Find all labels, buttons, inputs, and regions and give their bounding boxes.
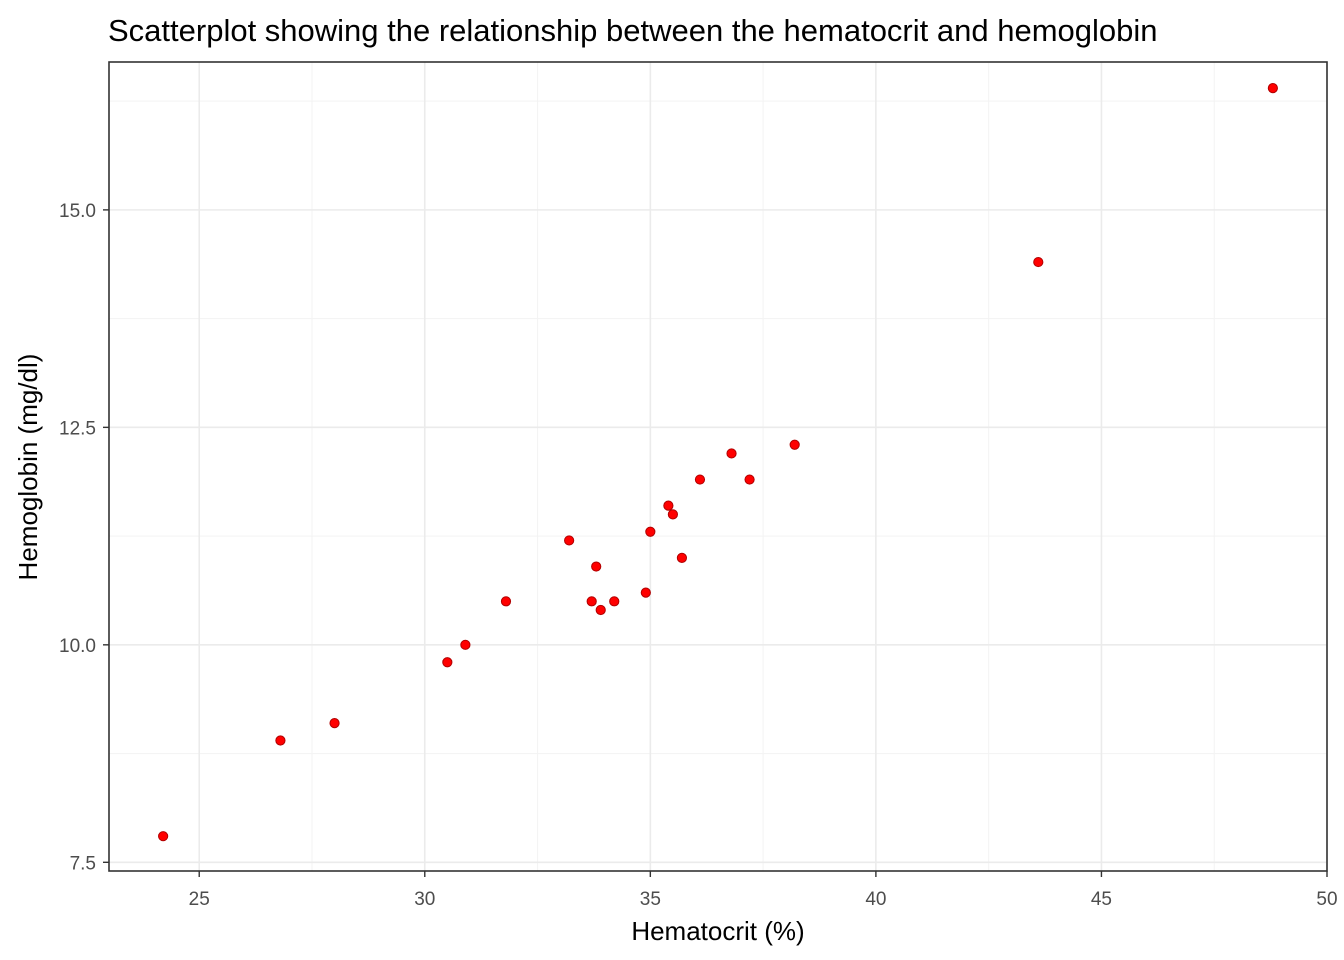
x-tick-label: 35 — [640, 889, 661, 910]
x-axis-label: Hematocrit (%) — [631, 916, 804, 946]
plot-panel-border — [108, 61, 1328, 872]
data-point — [640, 587, 651, 598]
chart-title: Scatterplot showing the relationship bet… — [108, 13, 1158, 48]
data-point — [460, 639, 471, 650]
data-point — [564, 535, 575, 546]
y-axis-ticks: 7.5 10.0 12.5 15.0 — [59, 201, 109, 874]
data-point — [694, 474, 706, 485]
data-point — [667, 509, 678, 520]
data-point — [726, 448, 737, 459]
x-tick-label: 45 — [1091, 889, 1112, 910]
major-gridlines — [109, 62, 1328, 871]
x-tick-label: 30 — [414, 889, 435, 910]
y-tick-label: 12.5 — [59, 418, 96, 439]
data-point — [663, 500, 674, 511]
data-point — [500, 596, 512, 607]
data-point — [1267, 82, 1278, 94]
x-tick-label: 40 — [865, 889, 886, 910]
data-point — [609, 596, 620, 607]
data-point — [595, 604, 606, 616]
data-point — [275, 735, 286, 746]
data-point — [586, 596, 597, 607]
data-points — [158, 82, 1278, 842]
x-tick-label: 25 — [189, 889, 210, 910]
y-tick-label: 10.0 — [59, 636, 96, 657]
data-point — [676, 552, 688, 563]
data-point — [442, 657, 453, 668]
y-tick-label: 15.0 — [59, 201, 96, 222]
data-point — [329, 718, 340, 729]
data-point — [645, 526, 656, 537]
data-point — [158, 831, 169, 842]
y-axis-label: Hemoglobin (mg/dl) — [13, 354, 43, 581]
y-tick-label: 7.5 — [70, 853, 96, 874]
minor-gridlines — [109, 62, 1327, 871]
data-point — [744, 474, 755, 485]
data-point — [789, 439, 800, 450]
x-axis-ticks: 25 30 35 40 45 50 — [189, 871, 1338, 910]
x-tick-label: 50 — [1316, 889, 1337, 910]
data-point — [591, 561, 602, 572]
data-point — [1033, 256, 1044, 268]
